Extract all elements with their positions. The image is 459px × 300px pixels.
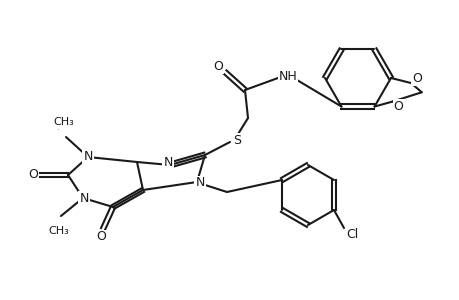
Text: Cl: Cl xyxy=(345,227,357,241)
Text: O: O xyxy=(411,71,421,85)
Text: O: O xyxy=(393,100,403,113)
Text: S: S xyxy=(233,134,241,146)
Text: NH: NH xyxy=(278,70,297,83)
Text: N: N xyxy=(83,149,92,163)
Text: N: N xyxy=(195,176,204,190)
Text: O: O xyxy=(96,230,106,244)
Text: N: N xyxy=(79,191,89,205)
Text: N: N xyxy=(163,155,172,169)
Text: CH₃: CH₃ xyxy=(49,226,69,236)
Text: CH₃: CH₃ xyxy=(54,117,74,127)
Text: O: O xyxy=(28,169,38,182)
Text: O: O xyxy=(213,59,223,73)
Text: N: N xyxy=(57,128,58,130)
